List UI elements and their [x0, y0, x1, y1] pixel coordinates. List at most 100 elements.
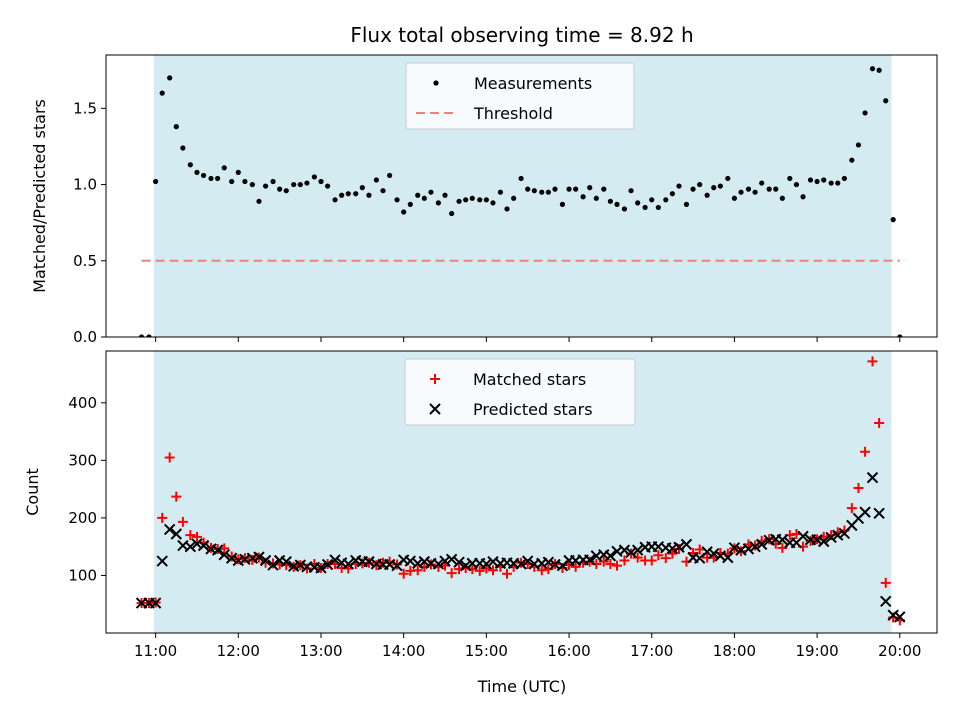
matched-star-point [612, 560, 623, 571]
measurement-point [793, 181, 800, 188]
x-tick-label: 11:00 [134, 642, 177, 660]
measurement-point [897, 334, 903, 337]
predicted-star-point [755, 538, 768, 551]
measurement-point [221, 165, 227, 171]
y-tick-label: 1.0 [73, 176, 97, 194]
measurement-point [545, 189, 551, 195]
measurement-point [559, 201, 566, 207]
measurement-point [717, 183, 723, 189]
x-tick-label: 13:00 [299, 642, 342, 660]
y-tick-label: 1.5 [73, 99, 97, 117]
measurement-point [876, 67, 882, 73]
x-tick-label: 14:00 [382, 642, 425, 660]
predicted-star-point [459, 559, 472, 572]
predicted-star-point [776, 534, 789, 546]
predicted-star-point [701, 546, 713, 558]
measurement-point [283, 188, 289, 194]
predicted-star-point [722, 551, 734, 564]
predicted-star-point [873, 507, 885, 520]
measurement-point [869, 66, 876, 72]
measurement-point [607, 198, 613, 204]
measurement-point [345, 191, 351, 197]
matched-star-point [619, 555, 630, 566]
y-tick-label: 400 [68, 394, 97, 412]
matched-star-point [185, 530, 196, 541]
legend-matched-swatch [430, 374, 440, 384]
predicted-star-point [708, 547, 720, 560]
measurement-point [235, 169, 241, 175]
predicted-star-point [342, 558, 354, 570]
predicted-star-point [680, 538, 693, 551]
predicted-star-point [432, 558, 445, 570]
predicted-star-point [887, 609, 899, 621]
measurement-point [318, 178, 324, 185]
measurement-point [262, 183, 269, 189]
y-tick-label: 0.5 [73, 252, 97, 270]
bottom-panel: 11:00 12:00 13:00 14:00 15:00 16:00 17:00 18:00… [23, 350, 938, 660]
legend-label: Matched stars [473, 370, 586, 389]
legend-label: Predicted stars [473, 400, 593, 419]
measurement-point [738, 189, 744, 195]
matched-star-point [474, 565, 485, 576]
plot-area [135, 356, 906, 626]
matched-star-point [398, 568, 409, 579]
predicted-star-point [584, 554, 596, 566]
measurement-point [256, 198, 262, 204]
measurement-point [415, 192, 421, 198]
measurement-point [828, 180, 834, 186]
measurement-point [855, 142, 862, 148]
measurement-point [194, 169, 200, 175]
measurement-point [552, 186, 558, 192]
measurement-point [463, 197, 469, 203]
predicted-star-point [363, 555, 375, 568]
legend-measurement-swatch [433, 80, 439, 86]
measurement-point [573, 186, 579, 192]
measurement-point [649, 197, 655, 203]
predicted-star-point [329, 554, 341, 566]
measurement-point [731, 195, 738, 201]
legend-label: Measurements [474, 74, 592, 93]
predicted-star-point [604, 550, 617, 562]
x-tick-label: 12:00 [217, 642, 260, 660]
measurement-point [725, 175, 731, 182]
y-axis-label: Matched/Predicted stars [30, 99, 49, 293]
measurement-point [332, 197, 338, 203]
matched-star-point [660, 553, 671, 564]
predicted-star-point [797, 530, 809, 543]
measurement-point [697, 181, 703, 188]
predicted-star-point [418, 555, 431, 568]
measurement-point [359, 185, 365, 191]
matched-star-point [570, 561, 581, 572]
predicted-star-point [280, 555, 292, 568]
measurement-point [593, 195, 599, 201]
measurement-point [311, 174, 317, 180]
matched-star-point [502, 568, 513, 579]
measurement-point [449, 210, 455, 217]
measurement-point [442, 192, 448, 198]
measurement-point [497, 189, 504, 195]
matched-star-point [446, 568, 457, 579]
measurement-point [187, 162, 193, 168]
measurement-point [159, 90, 165, 96]
measurement-point [759, 180, 765, 186]
x-axis-label: Time (UTC) [477, 677, 566, 696]
matched-star-point [584, 556, 595, 567]
chart-title: Flux total observing time = 8.92 h [350, 23, 693, 47]
predicted-star-point [404, 555, 416, 567]
measurement-point [518, 175, 524, 182]
measurement-point [663, 197, 669, 203]
measurement-point [483, 197, 489, 203]
matched-star-point [867, 356, 878, 367]
matched-star-point [860, 446, 871, 457]
predicted-star-point [412, 557, 424, 570]
matched-star-point [171, 491, 182, 502]
measurement-point [291, 181, 297, 188]
predicted-star-point [625, 546, 637, 559]
measurement-point [525, 186, 531, 192]
measurement-point [387, 172, 393, 179]
measurement-point [353, 191, 359, 197]
measurement-point [635, 200, 641, 206]
legend-label: Threshold [473, 104, 553, 123]
y-tick-label: 300 [68, 451, 97, 469]
